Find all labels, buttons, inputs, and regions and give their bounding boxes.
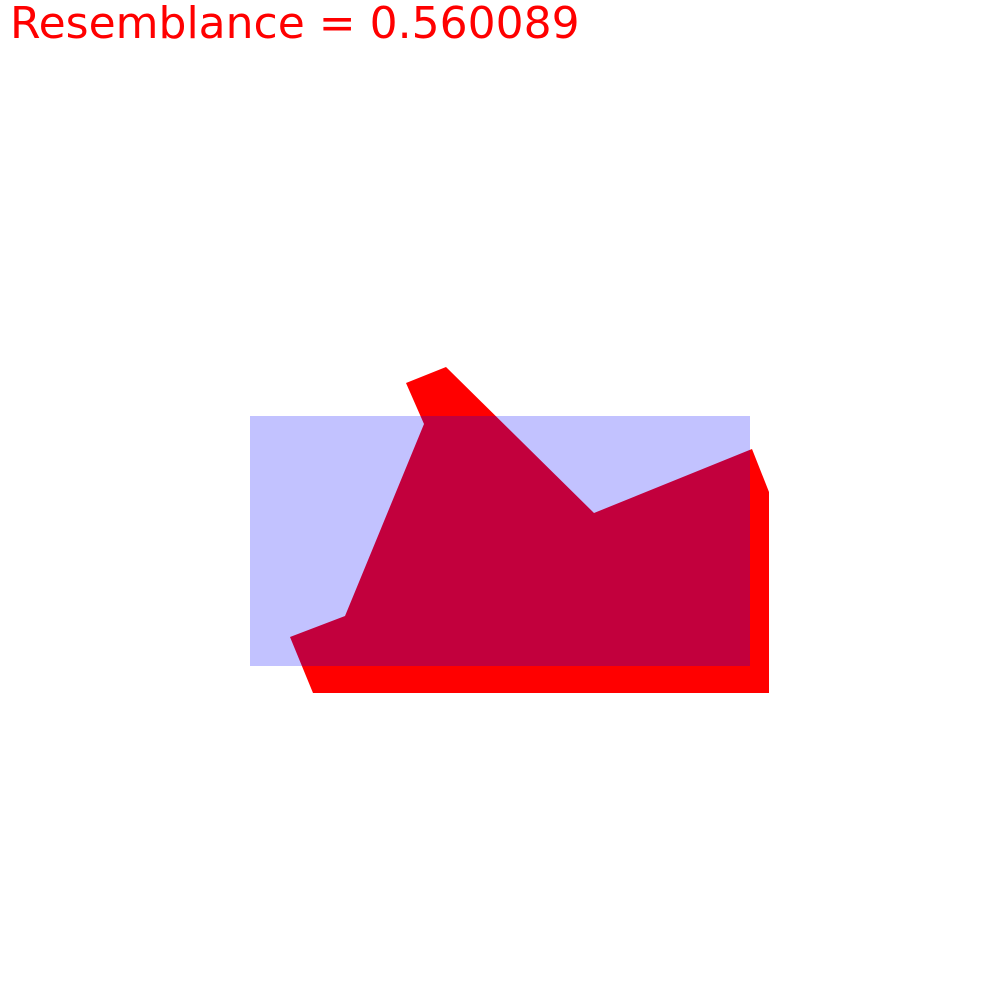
blue-rectangle bbox=[250, 416, 750, 666]
resemblance-score: Resemblance = 0.560089 bbox=[10, 0, 580, 49]
red-polygon bbox=[290, 367, 769, 693]
